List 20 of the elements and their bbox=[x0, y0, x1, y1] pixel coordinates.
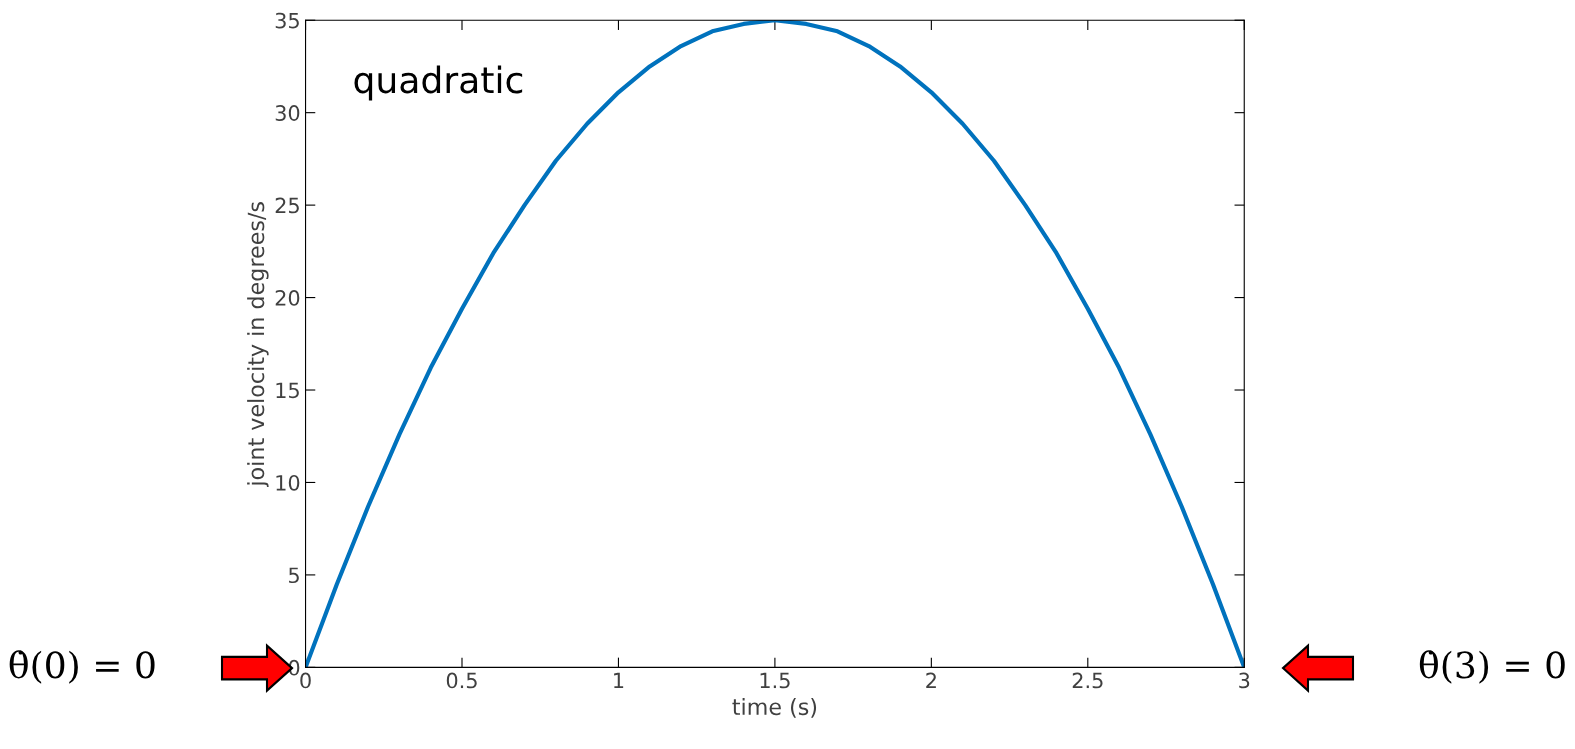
text: θ̇(0) = 0 bbox=[9, 650, 155, 684]
annotation: quadratic bbox=[354, 65, 523, 101]
x-tick-label: 3 bbox=[1239, 672, 1250, 689]
y-tick-label: 20 bbox=[275, 290, 300, 306]
y-tick-label: 15 bbox=[276, 382, 299, 399]
x-tick-label: 2.5 bbox=[1072, 672, 1103, 689]
y-tick-label: 10 bbox=[276, 474, 300, 491]
y-tick-label: 30 bbox=[275, 105, 300, 121]
text: θ̇(3) = 0 bbox=[1419, 650, 1565, 684]
x-tick-label: 1.5 bbox=[760, 672, 790, 689]
y-tick-label: 25 bbox=[275, 197, 299, 214]
y-axis-title: joint velocity in degrees/s bbox=[247, 202, 269, 487]
line-series bbox=[305, 20, 1245, 668]
y-tick-label: 5 bbox=[289, 567, 299, 584]
x-tick-label: 0 bbox=[300, 672, 311, 689]
y-tick-label: 35 bbox=[275, 12, 299, 29]
x-tick-label: 0.5 bbox=[446, 672, 477, 689]
x-axis-title: time (s) bbox=[732, 697, 817, 718]
x-tick-label: 1 bbox=[614, 672, 624, 689]
x-tick-label: 2 bbox=[926, 672, 936, 689]
